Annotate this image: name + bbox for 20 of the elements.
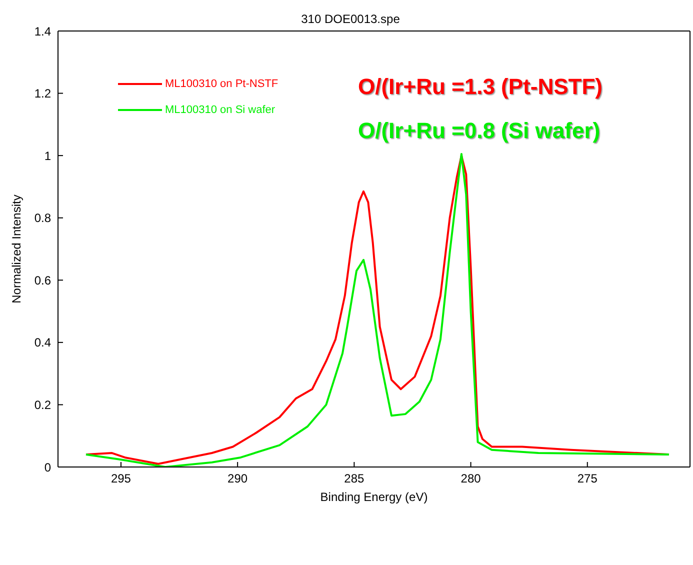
x-axis-title: Binding Energy (eV): [320, 490, 428, 504]
y-tick-label: 1.4: [34, 24, 52, 38]
y-tick-label: 1.2: [34, 86, 52, 101]
x-tick-label: 280: [460, 472, 482, 486]
x-tick-label: 290: [228, 472, 248, 486]
y-tick-label: 0.2: [34, 398, 52, 412]
x-tick-label: 285: [344, 472, 365, 486]
y-tick-label: 0: [44, 460, 52, 474]
legend-label: ML100310 on Si wafer: [164, 104, 276, 116]
x-tick-label: 275: [577, 472, 598, 486]
y-tick-label: 0.4: [34, 336, 52, 350]
y-tick-label: 1: [44, 148, 52, 163]
annotation: O/(Ir+Ru =0.8 (Si wafer): [358, 118, 600, 144]
x-tick-label: 295: [110, 472, 132, 486]
y-tick-label: 0.6: [34, 273, 52, 288]
y-axis-title: Normalized Intensity: [9, 194, 24, 304]
y-tick-label: 0.8: [34, 211, 52, 226]
chart-title: 310 DOE0013.spe: [300, 12, 401, 26]
annotation: O/(Ir+Ru =1.3 (Pt-NSTF): [358, 74, 602, 100]
legend-label: ML100310 on Pt-NSTF: [164, 78, 278, 90]
